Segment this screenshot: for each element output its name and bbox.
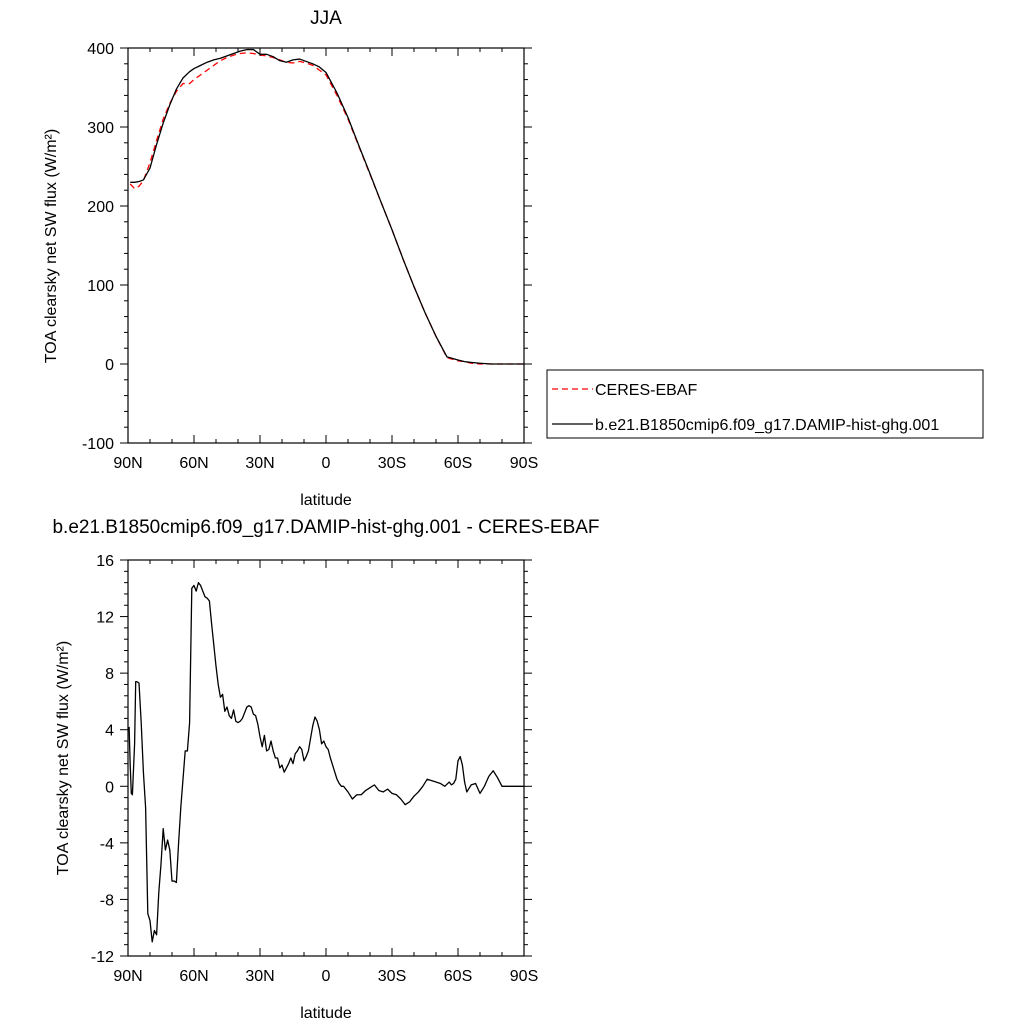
x-tick-label: 60N — [179, 968, 208, 985]
x-axis-label: latitude — [300, 492, 352, 509]
y-tick-label: 400 — [87, 41, 114, 58]
x-tick-label: 60S — [444, 968, 472, 985]
axis-ticks: 90N 60N 30N 0 30S 60S 90S 400 300 200 100 0 -100 — [82, 41, 538, 472]
series-line-1-0 — [128, 581, 524, 943]
x-tick-label: 30S — [378, 968, 406, 985]
y-tick-label: 8 — [105, 666, 114, 683]
y-axis-label: TOA clearsky net SW flux (W/m²) — [43, 129, 60, 363]
plot-frame — [127, 559, 525, 957]
legend-entry-ceres: CERES-EBAF — [595, 382, 697, 399]
y-tick-label: 0 — [105, 779, 114, 796]
legend: CERES-EBAF b.e21.B1850cmip6.f09_g17.DAMI… — [546, 369, 984, 439]
x-tick-label: 0 — [322, 455, 331, 472]
y-tick-label: -4 — [100, 836, 114, 853]
chart-jja: JJA 90N 60N 30N 0 30S 60S 90S 400 300 200 100 0 -100… — [43, 8, 984, 509]
axis-ticks: 90N 60N 30N 0 30S 60S 90S 16 12 8 4 0 -4 -8 -12 — [91, 553, 538, 985]
chart-marks — [128, 581, 524, 943]
y-tick-label: 16 — [96, 553, 114, 570]
x-axis-label: latitude — [300, 1005, 352, 1022]
series-line-0-0 — [129, 52, 524, 365]
chart-title: JJA — [310, 8, 342, 29]
x-tick-label: 60S — [444, 455, 472, 472]
x-tick-label: 30S — [378, 455, 406, 472]
plot-frame — [127, 47, 525, 444]
series-line-0-1 — [130, 48, 524, 365]
y-tick-label: 100 — [87, 278, 114, 295]
x-tick-label: 30N — [245, 455, 274, 472]
x-tick-label: 0 — [322, 968, 331, 985]
chart-difference: b.e21.B1850cmip6.f09_g17.DAMIP-hist-ghg.… — [52, 517, 599, 1022]
y-tick-label: -100 — [82, 436, 114, 453]
y-tick-label: 300 — [87, 120, 114, 137]
x-tick-label: 90N — [113, 968, 142, 985]
x-tick-label: 90S — [510, 455, 538, 472]
y-axis-label: TOA clearsky net SW flux (W/m²) — [55, 641, 72, 875]
x-tick-label: 60N — [179, 455, 208, 472]
legend-entry-model: b.e21.B1850cmip6.f09_g17.DAMIP-hist-ghg.… — [595, 417, 939, 434]
legend-box — [546, 369, 984, 439]
y-tick-label: 0 — [105, 357, 114, 374]
x-tick-label: 30N — [245, 968, 274, 985]
y-tick-label: 200 — [87, 199, 114, 216]
x-tick-label: 90N — [113, 455, 142, 472]
y-tick-label: 12 — [96, 610, 114, 627]
y-tick-label: -8 — [100, 892, 114, 909]
y-tick-label: 4 — [105, 723, 114, 740]
x-tick-label: 90S — [510, 968, 538, 985]
y-tick-label: -12 — [91, 949, 114, 966]
chart-marks — [129, 48, 524, 365]
chart-title: b.e21.B1850cmip6.f09_g17.DAMIP-hist-ghg.… — [52, 517, 599, 538]
